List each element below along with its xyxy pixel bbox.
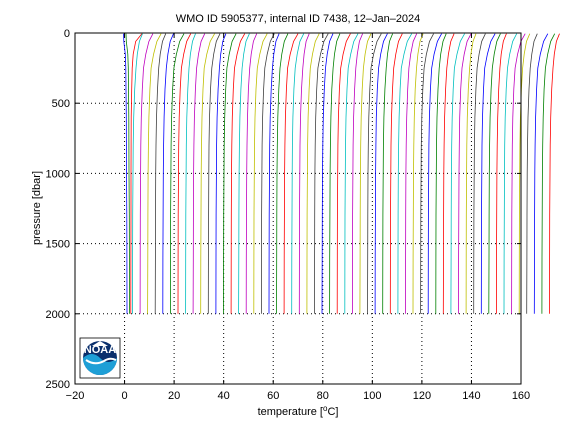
y-tick-label: 1500	[46, 239, 70, 251]
y-tick-label: 0	[64, 28, 70, 40]
x-tick-label: 60	[267, 390, 279, 402]
profile-line	[435, 33, 447, 314]
profile-line	[223, 33, 237, 314]
profile-line	[473, 33, 486, 314]
profile-line	[154, 33, 167, 314]
profile-lines	[123, 33, 560, 314]
profile-line	[170, 33, 185, 314]
profile-line	[359, 33, 372, 314]
profile-line	[291, 33, 305, 314]
profile-line	[130, 33, 143, 314]
profile-line	[207, 33, 221, 314]
x-axis-label: temperature [oC]	[258, 404, 339, 418]
profile-line	[200, 33, 215, 314]
profile-line	[276, 33, 289, 314]
y-tick-label: 2000	[46, 309, 70, 321]
profile-line	[314, 33, 329, 314]
profile-line	[336, 33, 351, 314]
profile-line	[480, 33, 496, 314]
profile-line	[147, 33, 162, 314]
profile-line	[526, 33, 538, 314]
profile-line	[185, 33, 196, 314]
x-tick-label: 120	[413, 390, 431, 402]
profile-line	[420, 33, 434, 314]
profile-line	[230, 33, 246, 314]
profile-line	[344, 33, 359, 314]
profile-line	[123, 33, 128, 314]
profile-line	[503, 33, 518, 314]
profile-line	[329, 33, 341, 314]
y-axis-label: pressure [dbar]	[31, 171, 43, 245]
profile-line	[549, 33, 560, 314]
profile-line	[245, 33, 258, 314]
profile-line	[427, 33, 442, 314]
profile-line	[162, 33, 174, 314]
profile-line	[450, 33, 465, 314]
profile-line	[405, 33, 418, 314]
profile-line	[541, 33, 556, 314]
grid	[75, 33, 521, 384]
profile-line	[496, 33, 507, 314]
profile-line	[268, 33, 280, 314]
profile-line	[352, 33, 363, 314]
profile-line	[321, 33, 334, 314]
x-tick-label: 160	[512, 390, 530, 402]
logo-text: NOAA	[84, 344, 116, 356]
profile-line	[253, 33, 268, 314]
profile-line	[374, 33, 388, 314]
profile-line	[412, 33, 424, 314]
profile-line	[215, 33, 227, 314]
profile-line	[238, 33, 250, 314]
y-tick-label: 500	[52, 98, 70, 110]
x-tick-label: 40	[218, 390, 230, 402]
x-tick-label: 20	[168, 390, 180, 402]
profile-line	[139, 33, 154, 314]
plot-area	[75, 33, 521, 384]
profile-line	[125, 33, 130, 314]
x-tick-label: 0	[121, 390, 127, 402]
profile-line	[367, 33, 382, 314]
plot-frame	[74, 32, 522, 385]
y-tick-label: 2500	[46, 379, 70, 391]
profile-line	[465, 33, 477, 314]
x-tick-label: 80	[317, 390, 329, 402]
x-tick-label: 100	[363, 390, 381, 402]
profile-line	[261, 33, 275, 314]
noaa-logo: NOAA	[79, 337, 121, 379]
profile-line	[306, 33, 320, 314]
profile-line	[283, 33, 299, 314]
profile-line	[389, 33, 403, 314]
profile-line	[442, 33, 455, 314]
profile-line	[458, 33, 472, 314]
profile-line	[132, 33, 143, 314]
y-axis-ticks: 0 500 1000 1500 2000 2500	[46, 28, 521, 391]
x-axis-ticks: −20 0 20 40 60 80 100 120 140 160	[66, 33, 530, 402]
x-tick-label: −20	[66, 390, 85, 402]
profile-line	[397, 33, 413, 314]
profile-line	[488, 33, 501, 314]
profile-line	[298, 33, 310, 314]
profile-line	[177, 33, 192, 314]
profile-line	[511, 33, 526, 314]
x-tick-label: 140	[462, 390, 480, 402]
y-tick-label: 1000	[46, 168, 70, 180]
chart-title: WMO ID 5905377, internal ID 7438, 12–Jan…	[176, 13, 421, 25]
profile-line	[533, 33, 549, 314]
profile-line	[518, 33, 531, 314]
profile-line	[192, 33, 206, 314]
profile-line	[382, 33, 393, 314]
